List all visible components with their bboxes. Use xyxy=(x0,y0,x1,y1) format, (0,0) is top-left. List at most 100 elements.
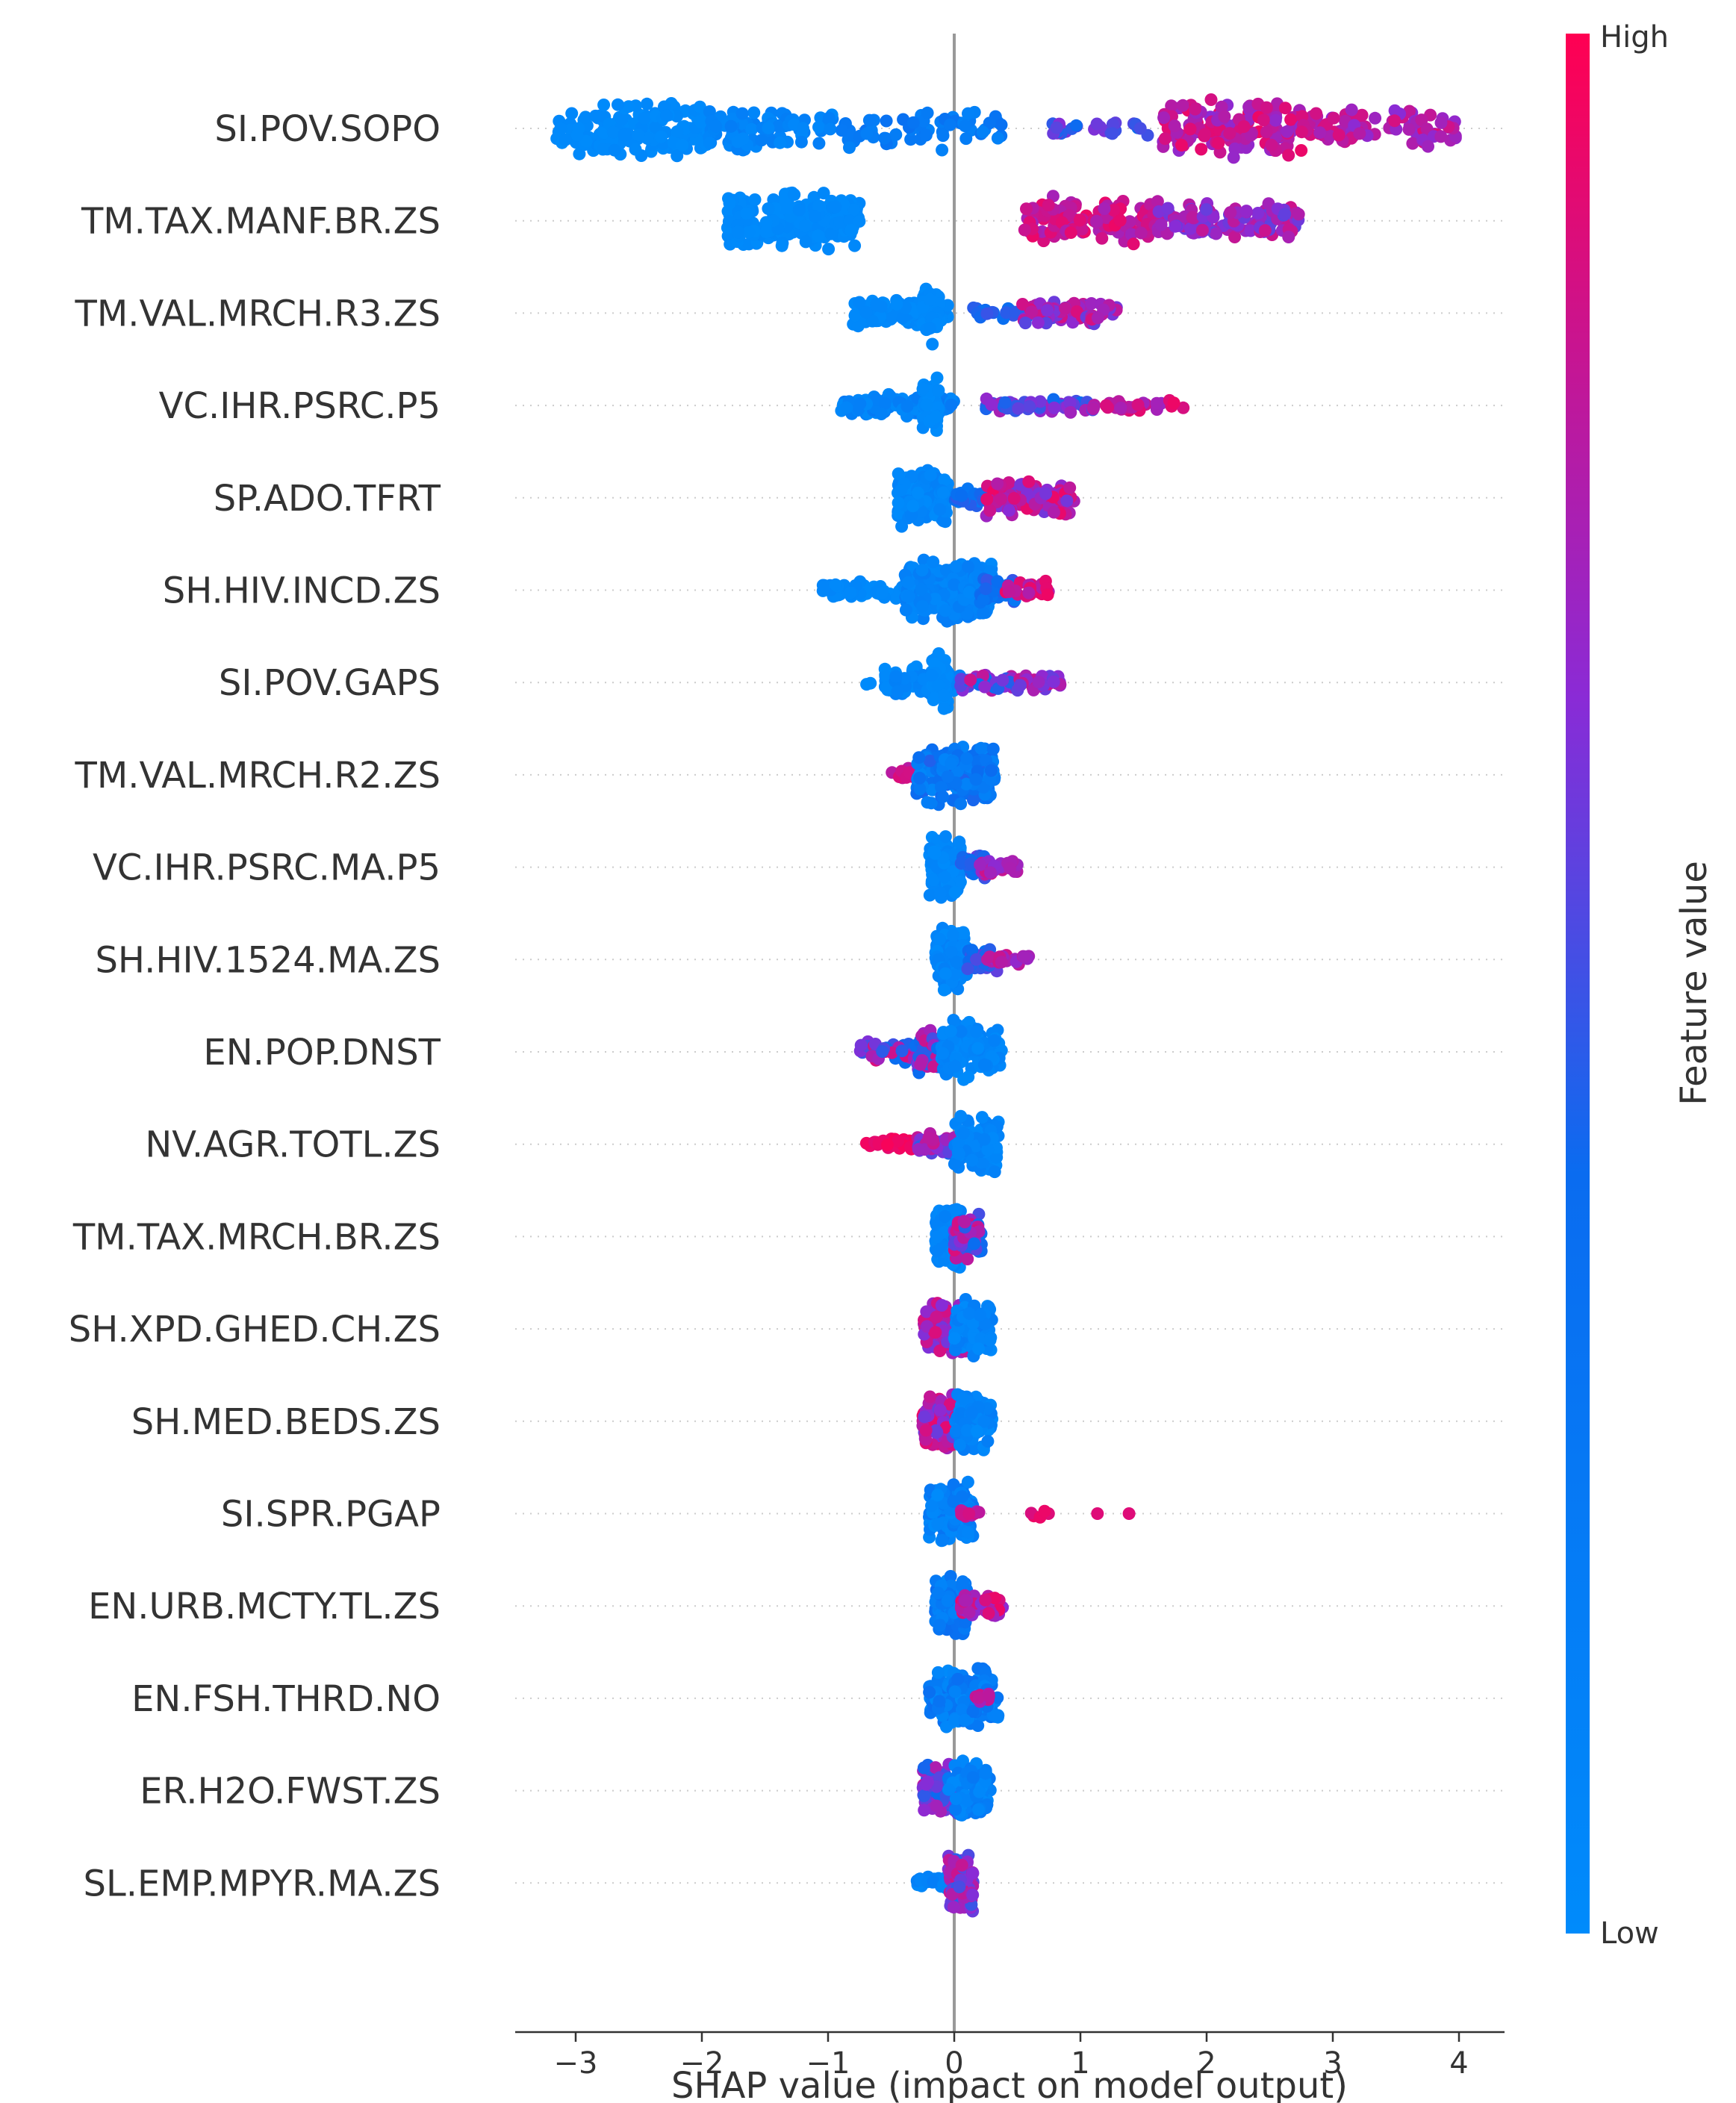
shap-point xyxy=(1224,206,1237,219)
shap-point xyxy=(966,1771,980,1784)
shap-point xyxy=(759,216,773,229)
shap-point xyxy=(632,128,645,142)
shap-point xyxy=(902,590,915,603)
shap-point xyxy=(579,134,593,148)
shap-point xyxy=(945,757,958,770)
shap-point xyxy=(948,886,962,899)
shap-point xyxy=(1183,222,1197,235)
shap-point xyxy=(923,888,936,902)
shap-point xyxy=(979,1593,992,1607)
shap-point xyxy=(862,113,876,127)
shap-point xyxy=(915,564,929,577)
shap-point xyxy=(799,235,812,249)
shap-point xyxy=(792,203,806,216)
shap-point xyxy=(1048,401,1061,414)
shap-point xyxy=(918,1804,931,1817)
shap-point xyxy=(930,1310,943,1324)
shap-point xyxy=(1237,120,1251,133)
shap-point xyxy=(965,1406,978,1419)
shap-point xyxy=(977,1415,991,1428)
shap-point xyxy=(967,1442,980,1456)
shap-point xyxy=(1042,199,1055,212)
shap-point xyxy=(936,1047,950,1060)
shap-point xyxy=(936,514,950,528)
shap-point xyxy=(930,411,942,423)
shap-point xyxy=(983,116,996,130)
shap-point xyxy=(1085,297,1098,310)
shap-point xyxy=(1106,118,1119,131)
shap-point xyxy=(912,751,926,764)
shap-point xyxy=(1101,401,1115,414)
shap-point xyxy=(1041,588,1054,602)
shap-point xyxy=(853,397,867,411)
shap-point xyxy=(1063,396,1077,410)
shap-point xyxy=(822,243,836,256)
shap-point xyxy=(934,886,947,900)
shap-point xyxy=(936,1533,949,1547)
shap-point xyxy=(890,297,903,311)
shap-point xyxy=(984,866,997,879)
shap-point xyxy=(954,1109,968,1123)
shap-point xyxy=(812,199,825,213)
shap-point xyxy=(1018,950,1030,963)
shap-point xyxy=(1047,505,1060,519)
shap-point xyxy=(676,138,689,152)
shap-point xyxy=(724,119,738,133)
shap-point xyxy=(1063,481,1077,494)
shap-point xyxy=(962,560,974,573)
shap-point xyxy=(934,781,948,794)
shap-point xyxy=(906,499,920,513)
shap-point xyxy=(956,1575,969,1589)
shap-point xyxy=(637,112,650,125)
feature-label: SH.HIV.INCD.ZS xyxy=(163,570,441,612)
shap-point xyxy=(1124,228,1138,241)
feature-row-points xyxy=(929,1203,988,1274)
shap-point xyxy=(1007,492,1021,505)
shap-point xyxy=(933,1403,947,1417)
shap-point xyxy=(972,1506,986,1519)
shap-point xyxy=(983,950,996,964)
shap-point xyxy=(1258,224,1272,237)
shap-point xyxy=(923,1686,936,1699)
shap-point xyxy=(1123,215,1136,228)
shap-point xyxy=(969,1679,983,1692)
shap-point xyxy=(919,1433,933,1446)
shap-point xyxy=(1158,132,1172,146)
shap-point xyxy=(889,128,903,141)
shap-point xyxy=(1018,223,1031,237)
shap-point xyxy=(994,493,1007,506)
shap-point xyxy=(844,586,857,599)
shap-point xyxy=(824,227,838,240)
shap-point xyxy=(945,398,958,411)
shap-point xyxy=(914,1058,927,1071)
shap-point xyxy=(980,493,994,506)
shap-point xyxy=(953,1439,966,1452)
shap-point xyxy=(936,790,950,803)
feature-label: SH.MED.BEDS.ZS xyxy=(131,1401,441,1443)
shap-point xyxy=(775,239,788,252)
shap-point xyxy=(1004,862,1017,875)
shap-point xyxy=(1189,102,1202,116)
shap-point xyxy=(991,131,1004,145)
shap-point xyxy=(929,1326,942,1339)
shap-point xyxy=(774,136,787,149)
shap-point xyxy=(961,962,974,976)
shap-point xyxy=(1260,101,1273,114)
shap-point xyxy=(990,1150,1004,1164)
shap-point xyxy=(939,830,952,844)
shap-point xyxy=(854,1038,868,1052)
shap-point xyxy=(927,873,940,887)
shap-point xyxy=(1098,202,1111,215)
shap-point xyxy=(1327,111,1340,125)
shap-point xyxy=(853,215,866,228)
shap-point xyxy=(930,371,944,384)
shap-point xyxy=(829,200,842,214)
shap-point xyxy=(1422,140,1434,153)
shap-point xyxy=(748,193,762,206)
shap-point xyxy=(1167,396,1180,410)
feature-row-points xyxy=(859,1109,1005,1179)
feature-row-points xyxy=(916,1388,999,1456)
feature-row-points xyxy=(847,282,1123,351)
shap-point xyxy=(902,576,915,589)
shap-point xyxy=(812,120,825,134)
